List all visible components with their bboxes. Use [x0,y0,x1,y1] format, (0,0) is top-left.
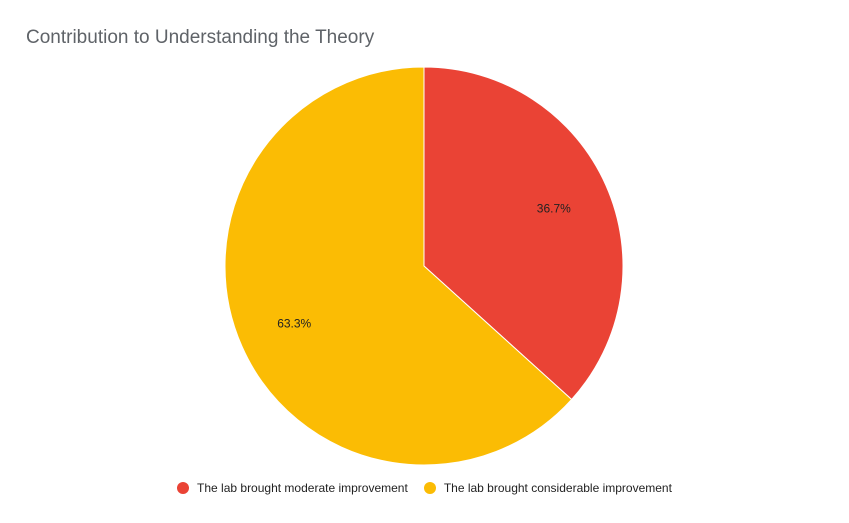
legend-item-moderate[interactable]: The lab brought moderate improvement [177,481,408,495]
legend: The lab brought moderate improvement The… [0,481,849,495]
legend-swatch-considerable [423,482,436,494]
pie-data-label-0: 36.7% [537,201,571,215]
legend-label-considerable: The lab brought considerable improvement [443,481,672,495]
pie-slice-1[interactable] [224,66,573,466]
pie-data-label-1: 63.3% [277,317,311,331]
legend-swatch-moderate [177,482,190,494]
pie-slice-0[interactable] [423,66,624,401]
legend-item-considerable[interactable]: The lab brought considerable improvement [423,481,672,495]
legend-label-moderate: The lab brought moderate improvement [197,481,408,495]
pie-slices [224,66,624,466]
chart-title: Contribution to Understanding the Theory [26,27,375,48]
pie-data-labels: 36.7% 63.3% [277,201,571,330]
